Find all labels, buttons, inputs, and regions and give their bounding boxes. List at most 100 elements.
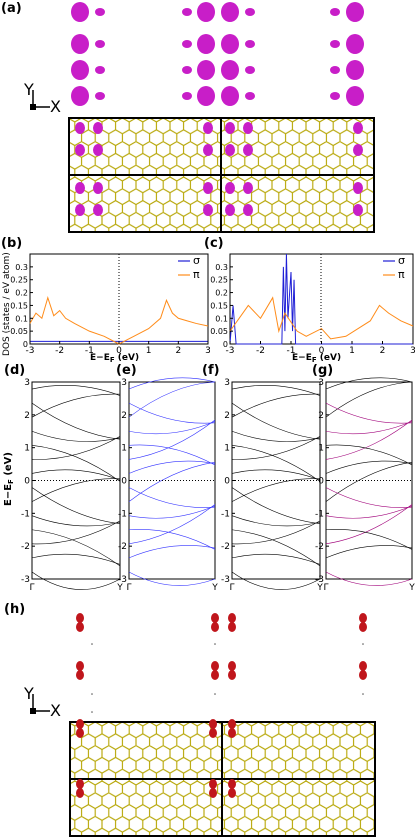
orbital-lobe-h (209, 719, 217, 729)
axes-origin-icon (30, 104, 36, 110)
band-line (231, 402, 321, 440)
orbital-lobe-h (228, 661, 236, 671)
orbital-lobe (353, 204, 363, 216)
orbital-lobe (93, 144, 103, 156)
orbital-lobe-h (359, 661, 367, 671)
y-tick-label: 0.3 (215, 263, 228, 272)
orbital-lobe (353, 144, 363, 156)
orbital-lobe (182, 66, 192, 74)
band-line (231, 478, 321, 502)
y-tick-label: 0.2 (215, 289, 228, 298)
band-line (31, 515, 121, 527)
band-line (231, 469, 321, 481)
band-line (31, 553, 121, 565)
y-tick-label: 1 (318, 444, 324, 454)
dos-xlabel-c: E−EF (eV) (292, 353, 341, 362)
band-line (231, 436, 321, 460)
dos-ylabel: DOS (states / eV atom) (2, 252, 12, 356)
y-tick-label: -3 (21, 575, 30, 585)
x-tick-label: -2 (256, 346, 265, 356)
y-tick-label: 3 (121, 378, 127, 388)
orbital-lobe (71, 86, 89, 106)
y-tick-label: 0.15 (10, 301, 28, 310)
y-tick-label: 0 (121, 477, 127, 487)
y-tick-label: -2 (315, 542, 324, 552)
orbital-lobe (353, 122, 363, 134)
orbital-lobe (221, 2, 239, 22)
y-tick-label: -1 (21, 509, 30, 519)
panel-label-f: (f) (202, 363, 220, 378)
y-tick-label: 3 (224, 378, 230, 388)
band-line (231, 430, 321, 442)
orbital-lobe (203, 204, 213, 216)
x-tick-label: -1 (287, 346, 296, 356)
band-line (31, 430, 121, 442)
panel-label-e: (e) (116, 363, 137, 378)
band-line (231, 385, 321, 396)
band-line (128, 461, 216, 502)
orbital-lobe (243, 204, 253, 216)
y-tick-label: 0 (318, 477, 324, 487)
y-tick-label: -1 (315, 509, 324, 519)
dos-series-line (229, 296, 414, 340)
orbital-dot (91, 643, 93, 645)
y-axis-glyph-h: Y (23, 684, 34, 703)
y-tick-label: 2 (318, 411, 324, 421)
orbital-lobe (197, 86, 215, 106)
y-tick-label: 2 (224, 411, 230, 421)
band-line (325, 487, 413, 508)
orbital-cloud-group-a (71, 2, 364, 106)
band-line (128, 529, 216, 550)
band-line (128, 505, 216, 519)
y-tick-label: -3 (221, 575, 230, 585)
y-tick-label: 2 (24, 411, 30, 421)
orbital-lobe (95, 66, 105, 74)
y-tick-label: -1 (118, 509, 127, 519)
y-tick-label: 1 (121, 444, 127, 454)
y-tick-label: -3 (315, 575, 324, 585)
orbital-cloud-group-h (76, 613, 367, 798)
orbital-lobe-h (359, 670, 367, 680)
orbital-dot (362, 643, 364, 645)
bands-ylabel: E−EF (eV) (3, 452, 15, 506)
band-line (231, 553, 321, 565)
band-line (31, 520, 121, 545)
x-tick-label-y: Y (408, 583, 415, 593)
x-tick-label: 2 (175, 346, 181, 356)
orbital-lobe (95, 40, 105, 48)
orbital-lobe-h (76, 670, 84, 680)
band-line (325, 419, 413, 460)
x-tick-label: 1 (349, 346, 355, 356)
band-line (31, 436, 121, 460)
band-line (231, 515, 321, 527)
y-tick-label: 3 (318, 378, 324, 388)
orbital-lobe (182, 8, 192, 16)
structure-figure-h: Y X (23, 613, 376, 837)
y-tick-label: 0.05 (10, 327, 28, 336)
orbital-lobe (197, 60, 215, 80)
orbital-lobe (71, 2, 89, 22)
y-tick-label: 0.25 (10, 276, 28, 285)
legend-entry: π (193, 268, 200, 281)
panel-label-h: (h) (4, 602, 26, 617)
dos-xlabel-b: E−EF (eV) (90, 353, 139, 362)
legend-entry: σ (398, 254, 405, 267)
x-tick-label: 0 (319, 346, 325, 356)
y-tick-label: 0.2 (15, 289, 28, 298)
y-axis-glyph: Y (23, 80, 34, 99)
x-tick-label-y: Y (316, 583, 323, 593)
y-tick-label: 1 (224, 444, 230, 454)
orbital-lobe (221, 34, 239, 54)
y-tick-label: -2 (21, 542, 30, 552)
orbital-dot (214, 643, 216, 645)
orbital-lobe (182, 40, 192, 48)
orbital-lobe-h (209, 728, 217, 738)
band-line (325, 504, 413, 545)
dos-series-line (229, 253, 413, 345)
x-tick-label: 0 (116, 346, 122, 356)
y-tick-label: 0.1 (215, 314, 228, 323)
y-tick-label: -3 (118, 575, 127, 585)
y-tick-label: -1 (221, 509, 230, 519)
panel-label-d: (d) (4, 363, 26, 378)
